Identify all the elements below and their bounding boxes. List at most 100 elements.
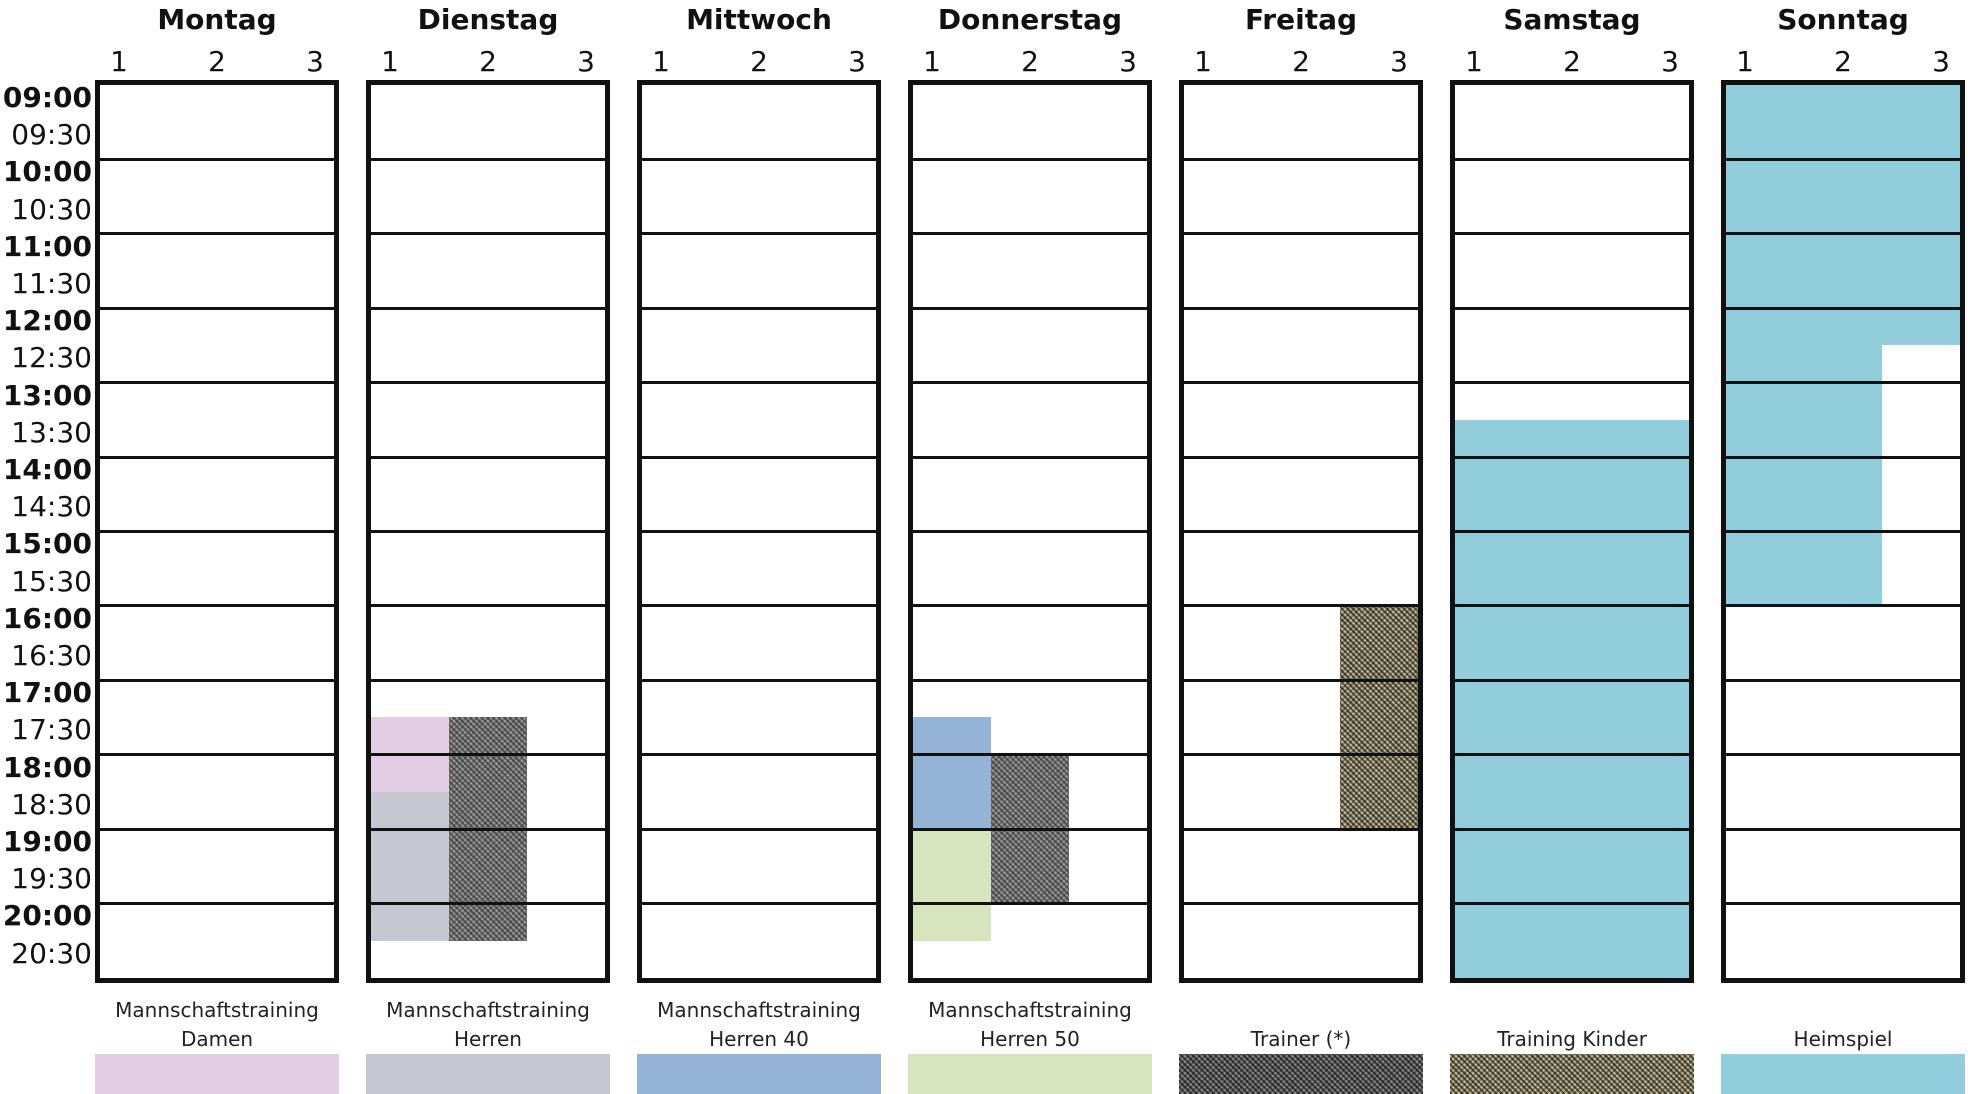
hour-gridline xyxy=(1726,455,1960,459)
time-label: 11:30 xyxy=(11,267,92,300)
legend-swatch-trainer xyxy=(1179,1054,1423,1094)
court-number: 1 xyxy=(1465,45,1483,78)
hour-gridline xyxy=(1726,529,1960,533)
hour-gridline xyxy=(642,604,876,608)
time-label: 09:00 xyxy=(2,81,92,114)
hour-gridline xyxy=(642,157,876,161)
booking-heimspiel[interactable] xyxy=(1726,85,1960,346)
hour-gridline xyxy=(1726,232,1960,236)
court-number: 1 xyxy=(923,45,941,78)
court-number: 1 xyxy=(652,45,670,78)
time-label: 10:30 xyxy=(11,192,92,226)
day-title: Montag xyxy=(157,3,277,36)
hour-gridline xyxy=(371,901,605,905)
court-number: 1 xyxy=(1194,45,1212,78)
court-number: 1 xyxy=(110,45,128,78)
hour-gridline xyxy=(1184,901,1418,905)
legend-swatch-herren50 xyxy=(908,1054,1152,1094)
hour-gridline xyxy=(913,306,1147,310)
hour-gridline xyxy=(913,753,1147,757)
time-label: 20:30 xyxy=(11,936,92,970)
court-number: 1 xyxy=(1736,45,1754,78)
booking-kinder[interactable] xyxy=(1340,605,1418,829)
court-number: 3 xyxy=(1661,45,1679,78)
hour-gridline xyxy=(1184,306,1418,310)
hour-gridline xyxy=(371,306,605,310)
hour-gridline xyxy=(1726,827,1960,831)
court-number: 2 xyxy=(1021,45,1039,78)
day-title: Donnerstag xyxy=(937,3,1123,36)
hour-gridline xyxy=(1455,306,1689,310)
legend-swatch-herren40 xyxy=(637,1054,881,1094)
legend-label-line1: Mannschaftstraining xyxy=(386,998,590,1022)
hour-gridline xyxy=(100,232,334,236)
time-label: 19:30 xyxy=(11,862,92,896)
hour-gridline xyxy=(913,827,1147,831)
time-label: 13:00 xyxy=(2,378,92,412)
hour-gridline xyxy=(1184,381,1418,385)
hour-gridline xyxy=(1726,381,1960,385)
booking-heimspiel[interactable] xyxy=(1726,345,1882,606)
hour-gridline xyxy=(642,232,876,236)
hour-gridline xyxy=(913,901,1147,905)
hour-gridline xyxy=(1184,753,1418,757)
hour-gridline xyxy=(371,678,605,682)
hour-gridline xyxy=(642,753,876,757)
day-title: Dienstag xyxy=(417,3,559,36)
hour-gridline xyxy=(100,381,334,385)
time-label: 11:00 xyxy=(2,229,92,263)
legend-swatch-heimspiel xyxy=(1721,1054,1965,1094)
hour-gridline xyxy=(371,753,605,757)
booking-herren[interactable] xyxy=(371,791,449,941)
legend-label-line2: Damen xyxy=(180,1027,254,1051)
hour-gridline xyxy=(1184,604,1418,608)
time-label: 16:00 xyxy=(2,601,92,635)
hour-gridline xyxy=(1455,529,1689,533)
hour-gridline xyxy=(1455,753,1689,757)
hour-gridline xyxy=(371,604,605,608)
time-label: 16:30 xyxy=(11,639,92,672)
time-label: 12:30 xyxy=(11,341,92,375)
hour-gridline xyxy=(1455,827,1689,831)
court-number: 2 xyxy=(208,45,226,78)
time-label: 12:00 xyxy=(2,304,92,338)
hour-gridline xyxy=(1726,157,1960,161)
hour-gridline xyxy=(913,232,1147,236)
booking-herren50[interactable] xyxy=(913,829,991,941)
legend-label-line2: Trainer (*) xyxy=(1250,1027,1352,1051)
booking-heimspiel[interactable] xyxy=(1455,419,1689,978)
time-label: 19:00 xyxy=(2,825,92,858)
hour-gridline xyxy=(642,901,876,905)
time-label: 17:30 xyxy=(11,713,92,747)
hour-gridline xyxy=(100,678,334,682)
day-title: Samstag xyxy=(1503,3,1641,36)
hour-gridline xyxy=(1455,455,1689,459)
hour-gridline xyxy=(100,306,334,310)
legend-swatch-damen xyxy=(95,1054,339,1094)
hour-gridline xyxy=(1455,157,1689,161)
legend-label-line1: Mannschaftstraining xyxy=(928,998,1132,1022)
legend-label-line1: Mannschaftstraining xyxy=(115,998,319,1022)
hour-gridline xyxy=(100,529,334,533)
time-label: 17:00 xyxy=(2,676,92,710)
hour-gridline xyxy=(913,604,1147,608)
time-label: 18:00 xyxy=(2,750,92,784)
day-title: Mittwoch xyxy=(686,3,832,36)
time-label: 13:30 xyxy=(11,415,92,449)
court-number: 3 xyxy=(1119,45,1137,78)
hour-gridline xyxy=(1184,827,1418,831)
hour-gridline xyxy=(1455,678,1689,682)
time-label: 15:30 xyxy=(11,564,92,598)
hour-gridline xyxy=(913,529,1147,533)
hour-gridline xyxy=(1726,678,1960,682)
time-label: 09:30 xyxy=(11,118,92,152)
hour-gridline xyxy=(100,157,334,161)
time-label: 14:00 xyxy=(2,453,92,486)
hour-gridline xyxy=(100,901,334,905)
hour-gridline xyxy=(100,455,334,459)
day-title: Freitag xyxy=(1244,3,1358,36)
booking-herren40[interactable] xyxy=(913,717,991,829)
hour-gridline xyxy=(1455,381,1689,385)
legend-label-line2: Herren 50 xyxy=(980,1027,1080,1051)
hour-gridline xyxy=(642,529,876,533)
